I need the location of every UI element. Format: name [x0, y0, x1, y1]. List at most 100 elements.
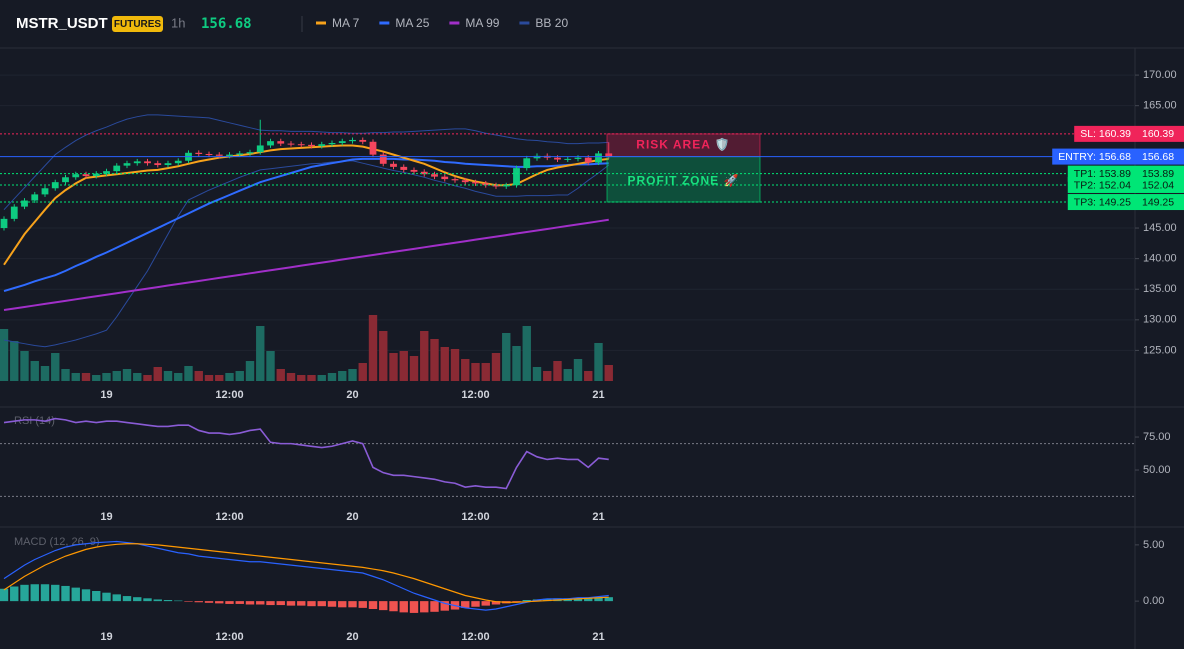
volume-bar	[368, 315, 378, 381]
histogram-bar	[276, 601, 285, 606]
candle-body	[359, 139, 367, 142]
level-tag-bg	[1052, 148, 1135, 165]
candle-body	[338, 141, 346, 143]
pane-title: MACD (12, 26, 9)	[14, 536, 100, 548]
profit-zone-label: PROFIT ZONE 🚀	[628, 173, 740, 187]
histogram-bar	[102, 592, 111, 602]
histogram-bar	[604, 597, 613, 602]
candle-body	[513, 168, 520, 186]
volume-bar	[61, 369, 70, 381]
macd-line	[3, 540, 609, 611]
histogram-bar	[245, 601, 255, 605]
profit-zone	[606, 156, 761, 203]
histogram-bar	[481, 601, 490, 606]
level-tag-bg	[1067, 194, 1135, 211]
candle-body	[554, 157, 561, 160]
candle-body	[318, 144, 326, 147]
candle-body	[246, 152, 254, 154]
volume-bar	[51, 353, 60, 381]
histogram-bar	[327, 601, 337, 607]
x-tick-label: 19	[100, 511, 112, 523]
candle-body	[51, 182, 59, 189]
candle-body	[62, 177, 69, 183]
candle-body	[287, 143, 295, 145]
volume-bar	[20, 351, 29, 381]
histogram-bar	[471, 601, 480, 607]
candle-body	[133, 161, 141, 164]
legend-label: MA 99	[465, 16, 499, 30]
candle-body	[574, 157, 582, 159]
candle-body	[584, 157, 592, 163]
x-tick-label: 12:00	[461, 389, 489, 401]
candle-body	[82, 174, 90, 177]
volume-bar	[512, 346, 521, 381]
volume-bar	[122, 369, 132, 381]
candle-body	[595, 153, 602, 163]
volume-bar	[194, 371, 203, 381]
histogram-bar	[389, 601, 398, 612]
histogram-bar	[0, 588, 9, 602]
candle-body	[113, 165, 121, 172]
y-tick-label: 145.00	[1143, 222, 1177, 234]
y-tick-label: 50.00	[1143, 464, 1171, 476]
badge: FUTURES	[114, 19, 162, 30]
level-price: 149.25	[1142, 196, 1174, 208]
histogram-bar	[286, 601, 296, 606]
y-tick-label: 140.00	[1143, 253, 1177, 265]
candle-body	[420, 171, 428, 175]
candle-body	[349, 139, 356, 142]
volume-bar	[461, 359, 470, 381]
candle-body	[10, 206, 18, 219]
histogram-bar	[235, 601, 244, 604]
level-price: 156.68	[1142, 151, 1174, 163]
histogram-bar	[348, 601, 357, 608]
candle-body	[502, 185, 510, 187]
candle-body	[451, 179, 459, 181]
legend-label: MA 7	[332, 16, 360, 30]
volume-bar	[553, 361, 562, 381]
volume-bar	[409, 356, 419, 381]
volume-bar	[430, 339, 439, 381]
volume-bar	[348, 369, 357, 381]
volume-bar	[450, 349, 460, 381]
volume-bar	[266, 351, 275, 381]
bb-upper	[3, 114, 609, 211]
histogram-bar	[194, 601, 203, 603]
bb-lower	[3, 160, 610, 348]
volume-bar	[379, 331, 388, 381]
x-tick-label: 19	[100, 389, 112, 401]
volume-bar	[502, 333, 511, 381]
x-tick-label: 12:00	[461, 511, 489, 523]
volume-bar	[481, 363, 490, 381]
x-tick-label: 21	[592, 631, 604, 643]
histogram-bar	[133, 597, 142, 602]
y-tick-label: 130.00	[1143, 314, 1177, 326]
interval: 1h	[171, 15, 185, 30]
volume-bar	[307, 375, 316, 381]
histogram-bar	[61, 585, 70, 602]
candle-body	[297, 144, 305, 146]
histogram-bar	[225, 601, 234, 604]
y-tick-label: 170.00	[1143, 69, 1177, 81]
volume-bar	[215, 375, 224, 381]
y-tick-label: 0.00	[1143, 595, 1164, 607]
histogram-bar	[204, 601, 214, 603]
histogram-bar	[174, 600, 183, 602]
volume-bar	[543, 371, 552, 381]
volume-bar	[532, 367, 542, 381]
candle-body	[123, 163, 131, 166]
histogram-bar	[522, 600, 531, 602]
ma-line	[3, 218, 609, 312]
volume-bar	[286, 373, 296, 381]
volume-bar	[225, 373, 234, 381]
histogram-bar	[112, 594, 121, 602]
ma-line	[3, 144, 609, 266]
candle-body	[379, 154, 387, 164]
histogram-bar	[51, 584, 60, 602]
volume-bar	[40, 366, 50, 381]
candle-body	[564, 158, 572, 160]
histogram-bar	[10, 586, 19, 602]
histogram-bar	[71, 587, 80, 602]
y-tick-label: 75.00	[1143, 431, 1171, 443]
